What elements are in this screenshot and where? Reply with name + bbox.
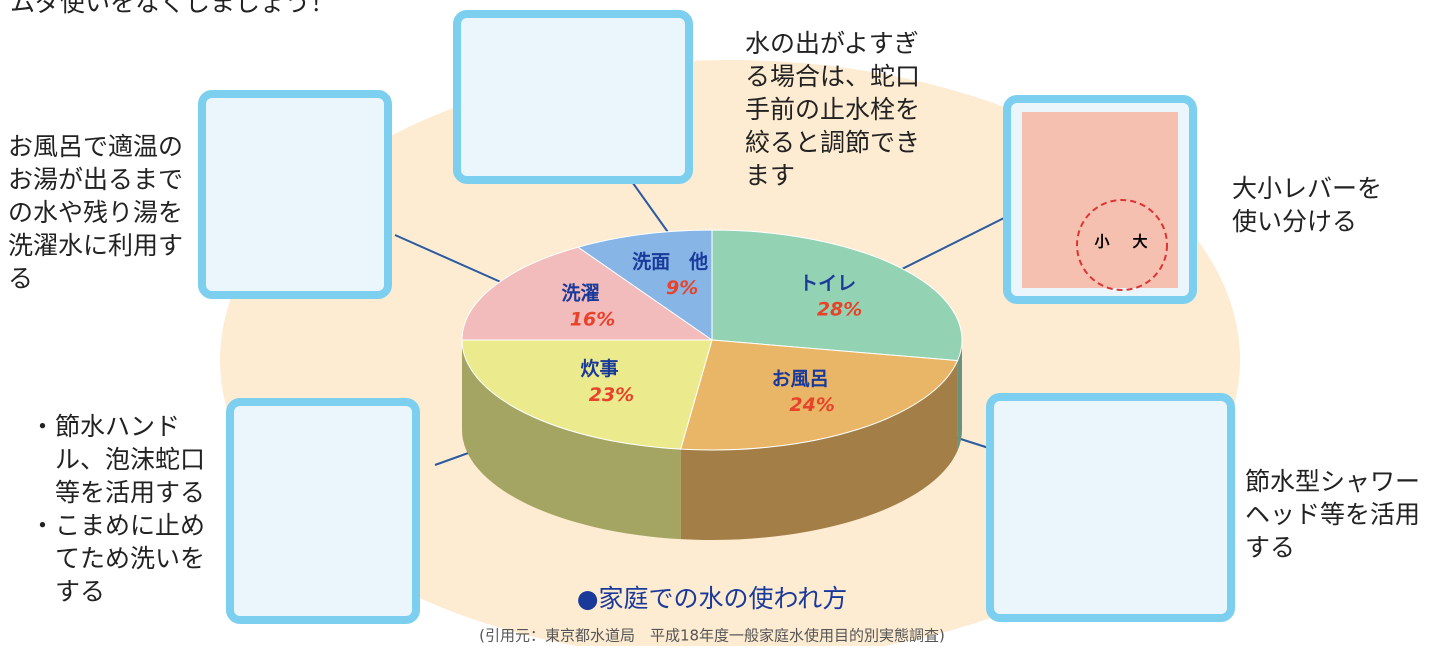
chart-title: ●家庭での水の使われ方 bbox=[577, 584, 848, 613]
slice-value: 16% bbox=[570, 309, 615, 331]
tip-line: ル、泡沫蛇口 bbox=[55, 445, 205, 474]
pie: トイレ 28% お風呂 24% 炊事 23% 洗濯 16% 洗面 他 9% bbox=[462, 230, 962, 540]
tip-line: 洗濯水に利用す bbox=[8, 231, 183, 260]
lever-label: 大 bbox=[1132, 233, 1147, 251]
tip-line: する bbox=[55, 577, 105, 606]
tip-line: 手前の止水栓を bbox=[745, 95, 920, 124]
tip-line: お湯が出るまで bbox=[8, 165, 183, 194]
tip-line: 大小レバーを bbox=[1232, 174, 1382, 203]
tip-line: する bbox=[1245, 533, 1295, 562]
slice-value: 9% bbox=[666, 277, 698, 299]
tip-line: ます bbox=[745, 161, 795, 190]
tip-line: 等を活用する bbox=[55, 478, 205, 507]
toilet-art bbox=[1022, 112, 1178, 288]
slice-value: 24% bbox=[789, 394, 834, 416]
slice-value: 28% bbox=[817, 298, 862, 320]
tip-line: る bbox=[8, 264, 33, 293]
tip-line: ヘッド等を活用 bbox=[1245, 500, 1420, 529]
tip-line: ・節水ハンド bbox=[30, 412, 180, 441]
tip-line: の水や残り湯を bbox=[8, 198, 183, 227]
tip-line: る場合は、蛇口 bbox=[745, 62, 920, 91]
source: (引用元：東京都水道局 平成18年度一般家庭水使用目的別実態調査) bbox=[479, 627, 945, 645]
page: ムダ使いをなくしましょう！ 小 大 トイレ 28% お風呂 24% 炊事 23% 洗濯 16%… bbox=[0, 0, 1433, 646]
tip-line: 水の出がよすぎ bbox=[745, 29, 919, 58]
slice-label: お風呂 bbox=[772, 368, 829, 390]
tip-line: ・こまめに止め bbox=[30, 511, 205, 540]
tip-line: 絞ると調節でき bbox=[745, 128, 920, 157]
lever-label: 小 bbox=[1094, 233, 1109, 251]
tip-line: 節水型シャワー bbox=[1245, 467, 1420, 496]
header-text: ムダ使いをなくしましょう！ bbox=[10, 0, 335, 17]
slice-label: 洗濯 bbox=[562, 282, 600, 305]
tip-line: お風呂で適温の bbox=[8, 132, 183, 161]
slice-label: 洗面 他 bbox=[632, 250, 708, 273]
slice-label: 炊事 bbox=[580, 357, 618, 380]
tip-line: 使い分ける bbox=[1232, 207, 1357, 236]
tip-line: てため洗いを bbox=[55, 544, 205, 573]
slice-label: トイレ bbox=[799, 272, 856, 294]
slice-value: 23% bbox=[589, 384, 634, 406]
